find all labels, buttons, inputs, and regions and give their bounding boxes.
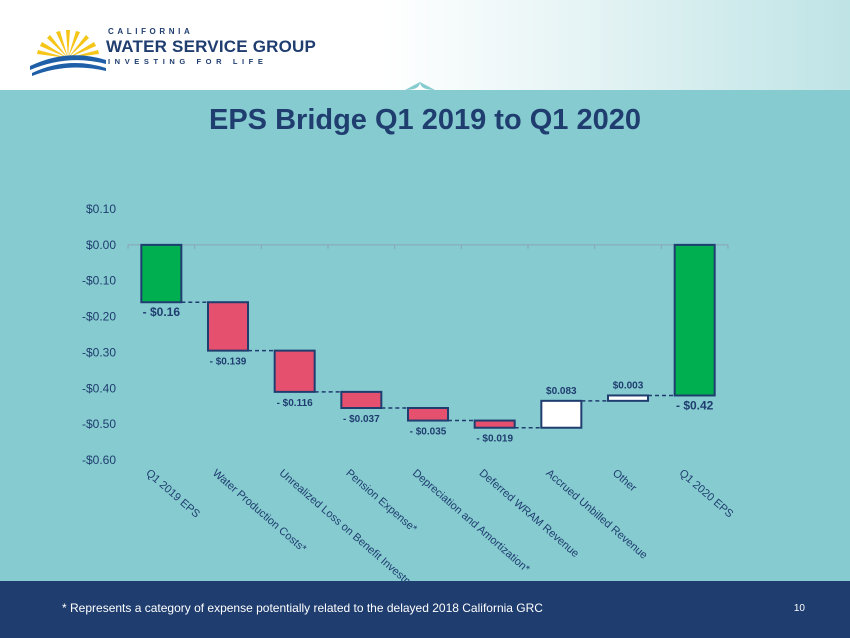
y-tick-label: -$0.30: [82, 345, 116, 359]
bar-9: [673, 243, 716, 397]
data-label: - $0.139: [210, 357, 247, 368]
data-label: - $0.42: [676, 398, 714, 412]
bar-1: [140, 243, 183, 304]
logo-top-text: CALIFORNIA: [108, 27, 194, 36]
data-label: - $0.037: [343, 414, 380, 425]
logo-tagline: INVESTING FOR LIFE: [108, 57, 268, 66]
category-label: Q1 2020 EPS: [677, 467, 736, 520]
sun-wave-icon: [30, 30, 106, 76]
category-label: Depreciation and Amortization*: [410, 467, 532, 576]
data-label: $0.083: [546, 386, 577, 397]
company-logo: CALIFORNIA WATER SERVICE GROUP INVESTING…: [28, 20, 328, 80]
data-label: $0.003: [613, 380, 644, 391]
y-tick-label: $0.10: [86, 202, 116, 216]
bar-4: [340, 390, 383, 410]
data-label: - $0.035: [410, 427, 447, 438]
footnote: * Represents a category of expense poten…: [62, 601, 543, 615]
footer-bar: * Represents a category of expense poten…: [0, 581, 850, 638]
category-label: Other: [610, 467, 639, 494]
y-tick-label: $0.00: [86, 238, 116, 252]
logo-main-text: WATER SERVICE GROUP: [106, 37, 317, 56]
page-number: 10: [793, 603, 805, 614]
bar-7: [540, 399, 583, 429]
data-label: - $0.116: [277, 398, 314, 409]
bar-5: [407, 407, 449, 422]
category-label: Q1 2019 EPS: [143, 467, 202, 520]
y-tick-label: -$0.10: [82, 274, 116, 288]
eps-bridge-chart: $0.10 $0.00 -$0.10 -$0.20 -$0.30 -$0.40 -$0.50…: [82, 202, 736, 581]
header-banner: CALIFORNIA WATER SERVICE GROUP INVESTING…: [0, 0, 850, 90]
category-label: Pension Expense*: [343, 467, 419, 536]
data-label: - $0.019: [476, 434, 513, 445]
y-tick-label: -$0.40: [82, 381, 116, 395]
y-tick-label: -$0.20: [82, 310, 116, 324]
bar-8: [607, 394, 649, 402]
page-title: EPS Bridge Q1 2019 to Q1 2020: [209, 104, 641, 136]
y-tick-label: -$0.50: [82, 417, 116, 431]
bar-6: [473, 419, 516, 429]
bar-2: [207, 301, 249, 352]
y-tick-label: -$0.60: [82, 453, 116, 467]
bar-3: [273, 349, 316, 393]
header-notch: [405, 82, 435, 102]
data-label: - $0.16: [143, 305, 181, 319]
